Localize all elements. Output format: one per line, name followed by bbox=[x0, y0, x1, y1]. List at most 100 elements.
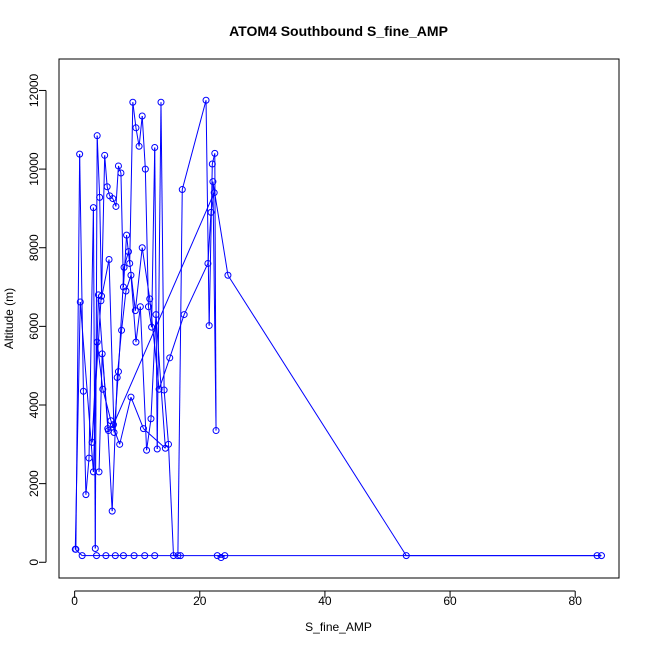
series-segment bbox=[163, 390, 169, 445]
data-point bbox=[119, 552, 127, 560]
series-segment bbox=[74, 548, 83, 556]
data-point bbox=[210, 189, 218, 197]
data-point bbox=[131, 307, 139, 315]
data-point bbox=[132, 124, 140, 132]
data-point bbox=[98, 292, 106, 300]
series-segment bbox=[79, 301, 94, 472]
series-segment bbox=[99, 197, 103, 297]
data-point bbox=[111, 552, 119, 560]
y-tick-label: 12000 bbox=[27, 73, 41, 107]
x-tick-label: 60 bbox=[443, 594, 457, 608]
series-segment bbox=[227, 274, 407, 556]
series-segment bbox=[168, 444, 174, 556]
series-segment bbox=[107, 428, 113, 512]
series-segment bbox=[212, 181, 217, 431]
series-segment bbox=[207, 212, 212, 264]
series-segment bbox=[117, 165, 122, 174]
data-point bbox=[71, 545, 79, 553]
data-point bbox=[221, 552, 229, 560]
data-point bbox=[402, 552, 410, 560]
data-point bbox=[114, 162, 122, 170]
data-point bbox=[139, 425, 147, 433]
data-point bbox=[129, 98, 137, 106]
data-point bbox=[105, 256, 113, 264]
series-segment bbox=[92, 207, 96, 549]
data-point bbox=[136, 303, 144, 311]
series-segment bbox=[110, 420, 121, 445]
series-segment bbox=[181, 100, 207, 190]
data-point bbox=[207, 208, 215, 216]
data-point bbox=[127, 271, 135, 279]
data-point bbox=[102, 552, 110, 560]
data-point bbox=[85, 454, 93, 462]
series-segment bbox=[169, 314, 185, 358]
data-point bbox=[98, 350, 106, 358]
x-axis-label: S_fine_AMP bbox=[305, 620, 372, 634]
data-point bbox=[135, 142, 143, 150]
series-segment bbox=[91, 300, 102, 443]
series-segment bbox=[183, 263, 209, 315]
data-point bbox=[120, 263, 128, 271]
data-point bbox=[93, 132, 101, 140]
series-segment bbox=[141, 247, 151, 299]
series-segment bbox=[85, 458, 90, 495]
y-tick-label: 6000 bbox=[27, 313, 41, 340]
data-point bbox=[152, 311, 160, 319]
data-point bbox=[76, 298, 84, 306]
data-point bbox=[147, 415, 155, 423]
data-point bbox=[130, 552, 138, 560]
data-point bbox=[141, 552, 149, 560]
data-point bbox=[144, 303, 152, 311]
series-segment bbox=[160, 102, 165, 391]
series-segment bbox=[106, 186, 111, 196]
data-point bbox=[109, 195, 117, 203]
series-segment bbox=[98, 353, 103, 472]
series-segment bbox=[141, 115, 146, 170]
data-point bbox=[124, 248, 132, 256]
data-point bbox=[101, 151, 109, 159]
data-point bbox=[79, 387, 87, 395]
data-point bbox=[95, 468, 103, 476]
data-point bbox=[597, 552, 605, 560]
series-segment bbox=[134, 247, 143, 311]
x-axis: 0 20 40 60 80 bbox=[71, 590, 582, 608]
x-tick-label: 0 bbox=[71, 594, 78, 608]
data-point bbox=[593, 552, 601, 560]
data-point bbox=[151, 552, 159, 560]
series-segment bbox=[127, 251, 136, 311]
chart-title: ATOM4 Southbound S_fine_AMP bbox=[229, 23, 448, 39]
data-point bbox=[96, 193, 104, 201]
y-tick-label: 0 bbox=[27, 559, 41, 566]
series-segment bbox=[112, 192, 215, 425]
data-point bbox=[94, 291, 102, 299]
data-point bbox=[97, 297, 105, 305]
data-point bbox=[108, 507, 116, 515]
data-point bbox=[93, 552, 101, 560]
series-layer bbox=[71, 96, 605, 562]
data-point bbox=[211, 149, 219, 157]
data-point bbox=[78, 552, 86, 560]
data-point bbox=[161, 444, 169, 452]
data-point bbox=[208, 160, 216, 168]
data-point bbox=[91, 545, 99, 553]
series-segment bbox=[212, 181, 229, 276]
data-point bbox=[109, 421, 117, 429]
data-point bbox=[99, 385, 107, 393]
data-point bbox=[180, 311, 188, 319]
series-segment bbox=[129, 102, 134, 264]
series-segment bbox=[112, 198, 117, 207]
data-point bbox=[138, 112, 146, 120]
series-segment bbox=[132, 102, 137, 128]
series-segment bbox=[156, 102, 162, 450]
data-point bbox=[166, 354, 174, 362]
data-point bbox=[112, 202, 120, 210]
series-segment bbox=[108, 259, 115, 433]
series-segment bbox=[155, 314, 166, 449]
data-point bbox=[123, 231, 131, 239]
series-segment bbox=[119, 397, 132, 445]
data-point bbox=[143, 446, 151, 454]
data-point bbox=[127, 393, 135, 401]
data-point bbox=[217, 554, 225, 562]
data-point bbox=[93, 338, 101, 346]
